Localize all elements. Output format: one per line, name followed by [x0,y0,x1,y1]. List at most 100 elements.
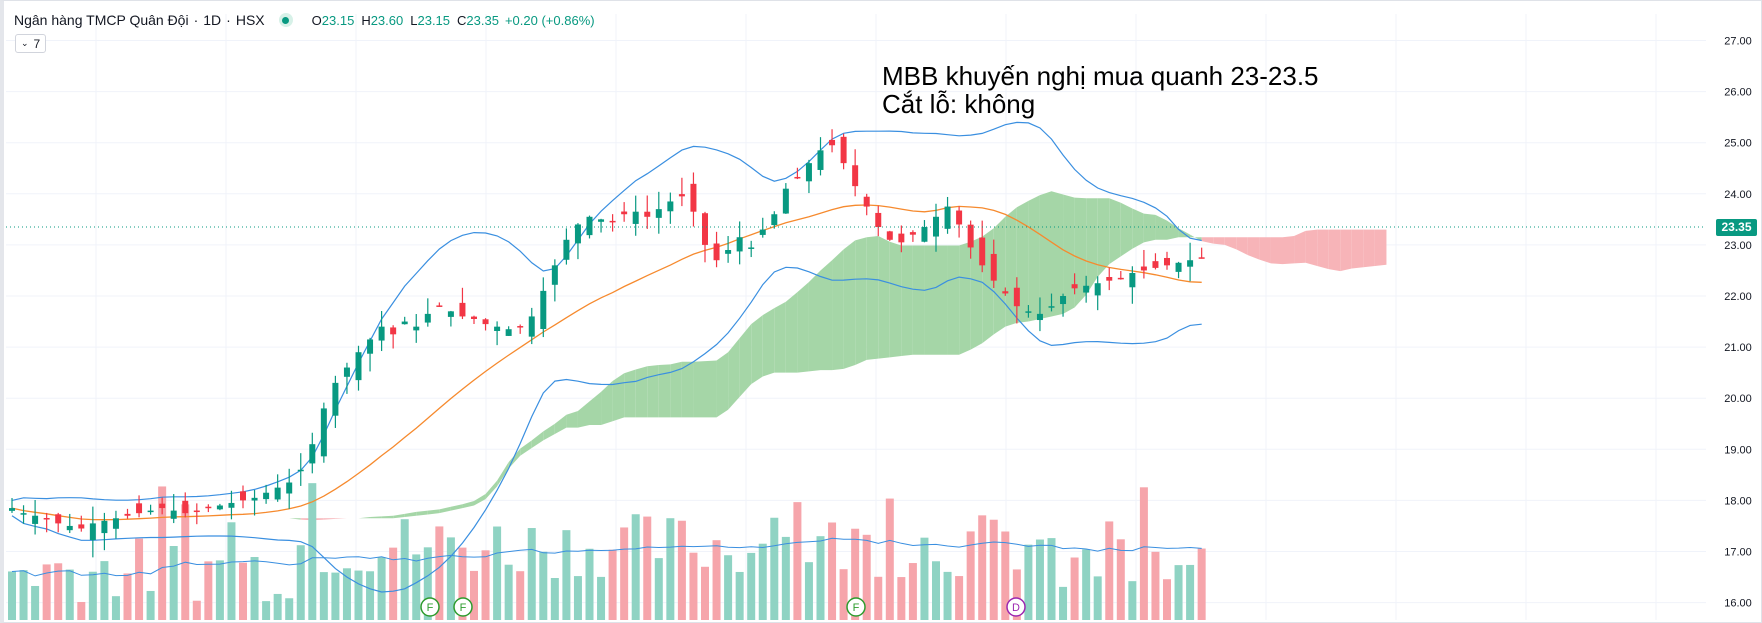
candle-body[interactable] [1048,306,1055,308]
candle-body[interactable] [979,237,986,266]
candle-body[interactable] [1083,285,1090,293]
candle-body[interactable] [1025,311,1032,313]
candle-body[interactable] [263,492,270,500]
candle-body[interactable] [1187,260,1194,267]
candle-body[interactable] [216,505,223,510]
candle-body[interactable] [678,194,685,197]
candle-body[interactable] [136,503,143,514]
candle-body[interactable] [101,520,108,534]
candle-body[interactable] [332,382,339,416]
candle-body[interactable] [182,500,189,514]
candle-body[interactable] [690,183,697,212]
candle-body[interactable] [702,213,708,245]
candle-body[interactable] [390,327,397,335]
candle-body[interactable] [112,518,119,529]
candle-body[interactable] [713,243,720,261]
event-marker-f[interactable]: F [846,597,866,617]
candle-body[interactable] [1060,296,1067,305]
candle-body[interactable] [540,290,547,329]
candle-body[interactable] [852,165,859,187]
candle-body[interactable] [89,523,96,541]
symbol-name[interactable]: Ngân hàng TMCP Quân Đội [14,12,189,28]
candle-body[interactable] [748,247,755,249]
candle-body[interactable] [1036,313,1043,321]
candle-body[interactable] [736,237,743,252]
candle-body[interactable] [378,326,385,341]
candle-body[interactable] [447,311,454,317]
candle-body[interactable] [43,518,50,520]
candle-body[interactable] [413,326,420,331]
candle-body[interactable] [286,482,293,494]
candle-body[interactable] [771,214,778,226]
candle-body[interactable] [309,444,316,464]
candle-body[interactable] [1002,291,1009,294]
candle-body[interactable] [632,211,639,224]
candle-body[interactable] [1152,261,1159,268]
candle-body[interactable] [367,339,374,354]
candle-body[interactable] [66,525,73,531]
candle-body[interactable] [1106,277,1113,281]
candle-body[interactable] [1071,284,1078,289]
candle-body[interactable] [621,211,628,215]
candle-body[interactable] [598,219,605,222]
candle-body[interactable] [355,352,362,381]
candle-body[interactable] [667,201,674,212]
candle-body[interactable] [805,163,812,182]
candle-body[interactable] [725,250,732,254]
candle-body[interactable] [782,188,789,214]
candle-body[interactable] [909,232,916,235]
candle-body[interactable] [1013,287,1020,307]
candle-body[interactable] [817,150,824,170]
candle-body[interactable] [528,316,535,337]
candle-body[interactable] [875,212,882,228]
candle-body[interactable] [78,524,85,529]
candle-body[interactable] [886,231,893,240]
candle-body[interactable] [297,469,304,472]
candle-body[interactable] [609,220,616,223]
candle-body[interactable] [574,224,581,244]
candle-body[interactable] [921,227,928,242]
candle-body[interactable] [459,302,466,317]
event-marker-f[interactable]: F [453,597,473,617]
candle-body[interactable] [1140,266,1147,271]
candle-body[interactable] [517,326,524,328]
candle-body[interactable] [482,319,489,325]
candle-body[interactable] [205,506,212,509]
candle-body[interactable] [436,305,443,307]
candle-body[interactable] [829,139,836,146]
candle-body[interactable] [240,491,246,501]
candle-body[interactable] [505,329,512,336]
candle-body[interactable] [956,210,963,225]
candle-body[interactable] [551,265,558,285]
candle-body[interactable] [1198,257,1205,259]
candle-body[interactable] [228,502,235,508]
candle-body[interactable] [898,233,905,243]
candle-body[interactable] [424,313,431,323]
candle-body[interactable] [159,503,166,509]
candle-body[interactable] [840,136,847,164]
candle-body[interactable] [944,206,951,229]
candle-body[interactable] [251,497,258,501]
candle-body[interactable] [343,367,350,377]
chart-annotation[interactable]: MBB khuyến nghị mua quanh 23-23.5 Cắt lỗ… [882,62,1319,118]
candle-body[interactable] [794,176,801,179]
candle-body[interactable] [967,224,974,248]
candle-body[interactable] [563,239,570,260]
candle-body[interactable] [55,514,62,524]
candle-body[interactable] [655,209,662,218]
candle-body[interactable] [644,211,651,217]
candle-body[interactable] [759,229,766,235]
candle-body[interactable] [20,513,27,515]
candle-body[interactable] [1129,273,1136,288]
candle-body[interactable] [933,216,939,237]
candle-body[interactable] [1094,283,1101,296]
candle-body[interactable] [471,316,477,319]
candle-body[interactable] [494,326,501,331]
indicators-toggle-button[interactable]: ⌄ 7 [15,34,47,53]
candle-body[interactable] [863,196,870,207]
candle-body[interactable] [170,510,177,519]
candle-body[interactable] [274,487,281,500]
candle-body[interactable] [1164,257,1170,266]
